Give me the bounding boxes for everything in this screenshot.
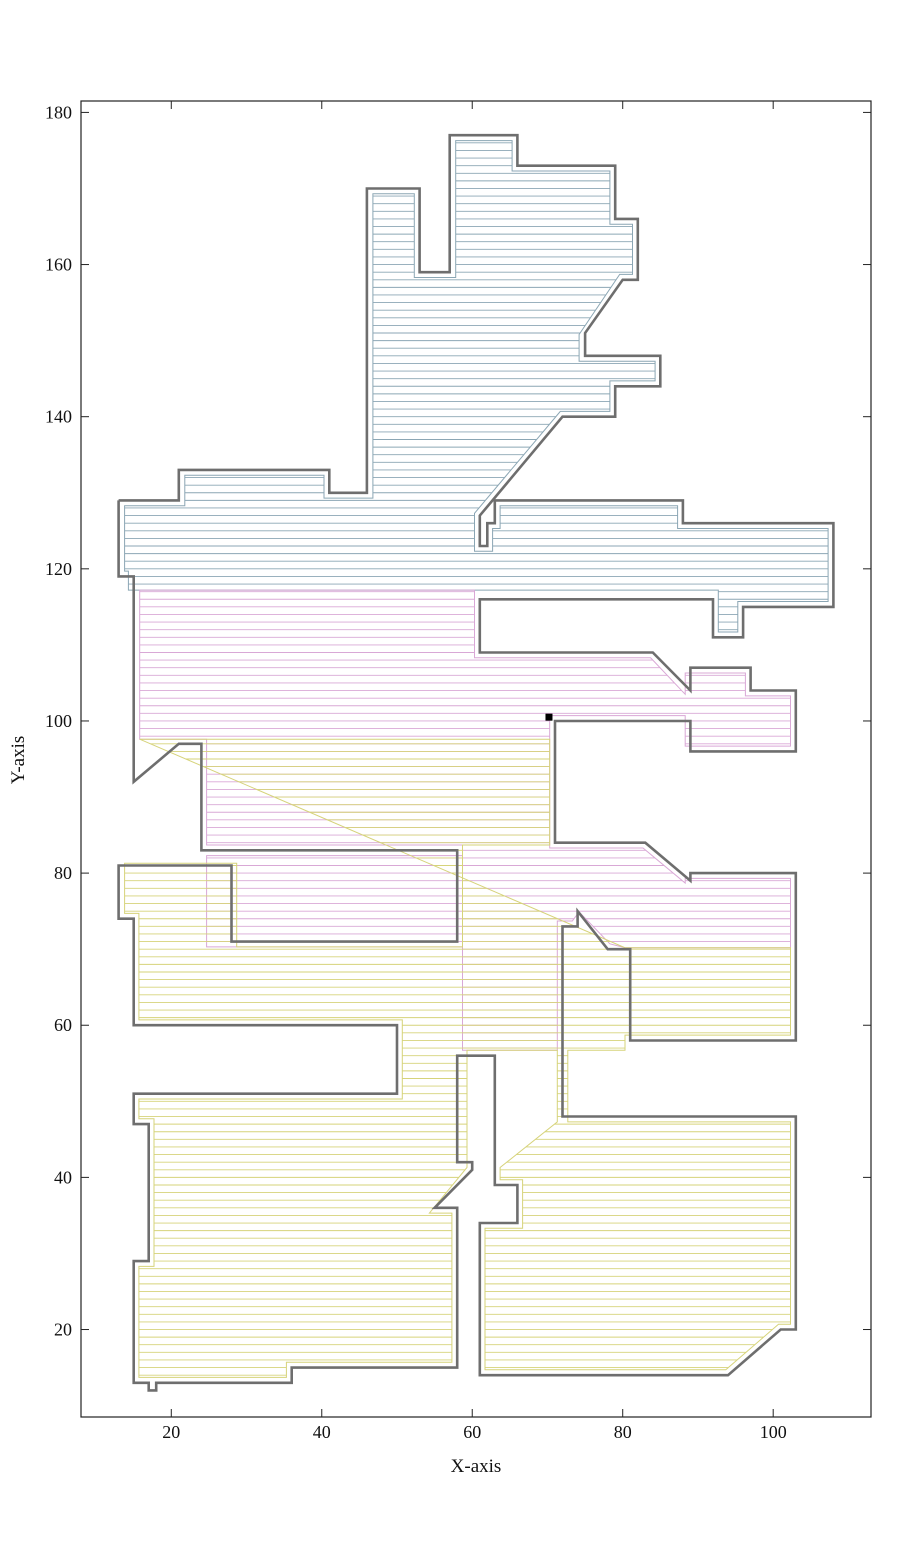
area-boundary bbox=[117, 133, 835, 1392]
region-upper bbox=[124, 142, 829, 631]
y-tick-label: 20 bbox=[54, 1320, 72, 1340]
coverage-regions bbox=[124, 140, 829, 1378]
x-tick-label: 20 bbox=[162, 1422, 180, 1442]
y-tick-label: 100 bbox=[45, 711, 72, 731]
region-outline-middle bbox=[139, 589, 791, 1051]
start-marker-layer bbox=[545, 713, 553, 721]
region-outline-upper bbox=[124, 140, 829, 633]
start-marker bbox=[545, 713, 553, 721]
y-tick-label: 120 bbox=[45, 559, 72, 579]
x-tick-label: 60 bbox=[463, 1422, 481, 1442]
x-tick-label: 100 bbox=[760, 1422, 787, 1442]
plot-frame bbox=[80, 100, 872, 1418]
y-tick-label: 40 bbox=[54, 1167, 72, 1187]
y-tick-label: 80 bbox=[54, 863, 72, 883]
y-axis-label: Y-axis bbox=[8, 736, 29, 785]
y-tick-label: 140 bbox=[45, 407, 72, 427]
y-tick-label: 60 bbox=[54, 1015, 72, 1035]
boundary-polyline bbox=[117, 133, 835, 1392]
x-tick-label: 80 bbox=[614, 1422, 632, 1442]
x-tick-label: 40 bbox=[313, 1422, 331, 1442]
x-axis-label: X-axis bbox=[451, 1456, 502, 1477]
y-tick-label: 160 bbox=[45, 255, 72, 275]
axis-ticks: 20 40 60 80 100 20 40 60 80 100 120 140 160 180 bbox=[45, 101, 871, 1442]
y-tick-label: 180 bbox=[45, 102, 72, 122]
region-outline-lower bbox=[124, 738, 791, 1378]
